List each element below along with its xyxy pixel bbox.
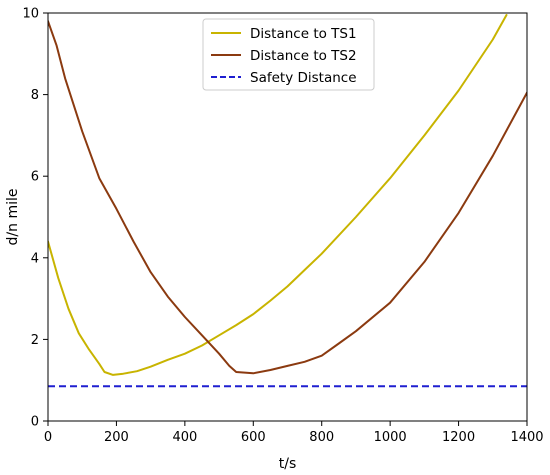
y-tick-label: 0 (31, 415, 39, 430)
plot-lines (48, 14, 527, 388)
x-axis-label: t/s (279, 456, 297, 472)
y-tick-label: 10 (22, 7, 39, 22)
x-tick-label: 1200 (442, 430, 475, 445)
y-tick-label: 4 (31, 251, 39, 266)
legend-box (202, 18, 375, 91)
series-line-0 (48, 14, 508, 376)
x-axis: 0 200 400 600 800 1000 1200 1400 (44, 421, 544, 445)
legend-label-ts2: Distance to TS2 (250, 48, 357, 64)
x-tick-label: 1400 (510, 430, 543, 445)
y-axis: 0 2 4 6 8 10 (22, 7, 48, 430)
y-tick-label: 8 (31, 88, 39, 103)
y-tick-label: 6 (31, 170, 39, 185)
x-tick-label: 200 (104, 430, 129, 445)
plot-frame (47, 12, 528, 422)
x-tick-label: 1000 (374, 430, 407, 445)
x-tick-label: 0 (44, 430, 52, 445)
y-tick-label: 2 (31, 333, 39, 348)
series-line-1 (48, 20, 527, 375)
x-tick-label: 400 (172, 430, 197, 445)
y-axis-label: d/n mile (5, 189, 21, 246)
legend: Distance to TS1 Distance to TS2 Safety D… (202, 18, 375, 91)
legend-label-ts1: Distance to TS1 (250, 26, 357, 42)
legend-label-safety: Safety Distance (250, 70, 357, 86)
x-tick-label: 600 (241, 430, 266, 445)
x-tick-label: 800 (309, 430, 334, 445)
